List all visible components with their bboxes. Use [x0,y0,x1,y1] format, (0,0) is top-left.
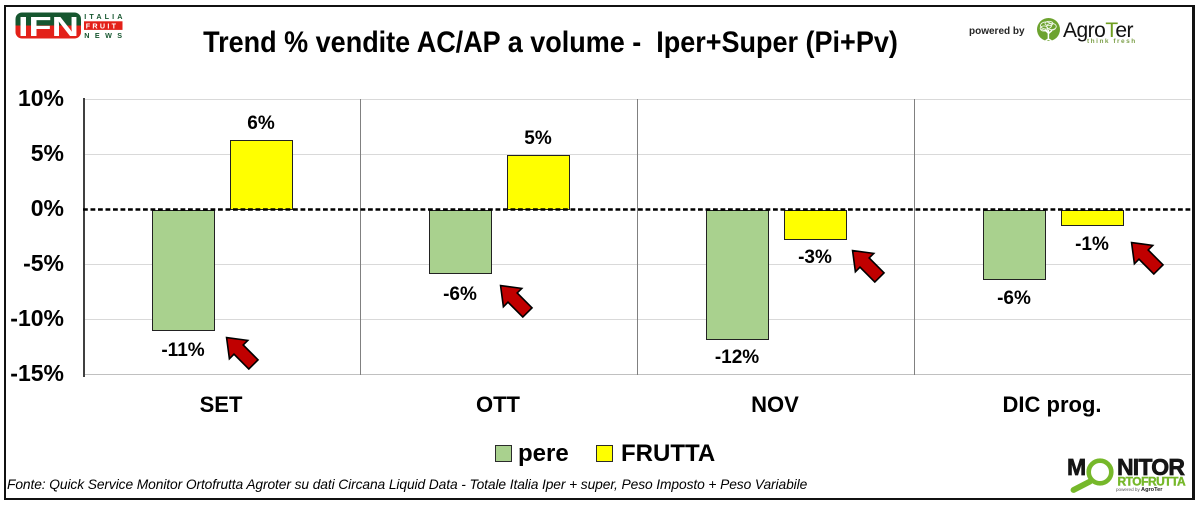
svg-text:powered by AgroTer: powered by AgroTer [1116,487,1163,493]
svg-text:RTOFRUTTA: RTOFRUTTA [1118,475,1187,489]
svg-text:IFN: IFN [18,12,79,40]
svg-text:NEWS: NEWS [84,31,127,40]
svg-text:FRUIT: FRUIT [86,22,119,31]
svg-text:ITALIA: ITALIA [84,12,125,21]
svg-text:M: M [1067,454,1086,480]
svg-text:NITOR: NITOR [1117,454,1185,480]
